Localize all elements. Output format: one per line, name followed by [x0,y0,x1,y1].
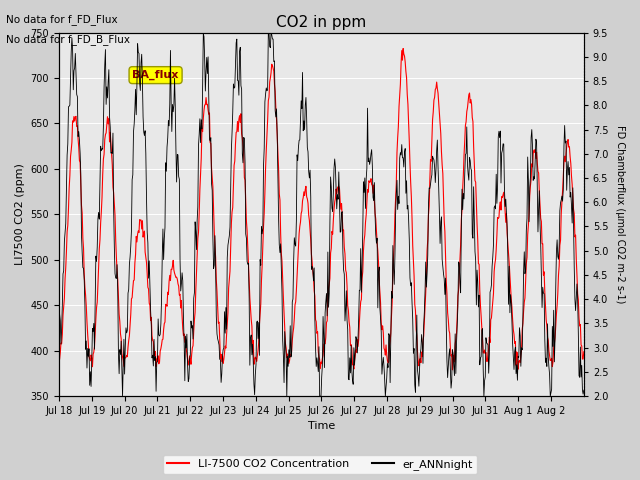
Text: No data for f_FD_B_Flux: No data for f_FD_B_Flux [6,34,131,45]
Y-axis label: LI7500 CO2 (ppm): LI7500 CO2 (ppm) [15,163,25,265]
Title: CO2 in ppm: CO2 in ppm [276,15,367,30]
Legend: LI-7500 CO2 Concentration, er_ANNnight: LI-7500 CO2 Concentration, er_ANNnight [163,455,477,474]
Y-axis label: FD Chamberflux (μmol CO2 m-2 s-1): FD Chamberflux (μmol CO2 m-2 s-1) [615,125,625,303]
X-axis label: Time: Time [308,421,335,432]
Text: BA_flux: BA_flux [132,70,179,80]
Text: No data for f_FD_Flux: No data for f_FD_Flux [6,14,118,25]
